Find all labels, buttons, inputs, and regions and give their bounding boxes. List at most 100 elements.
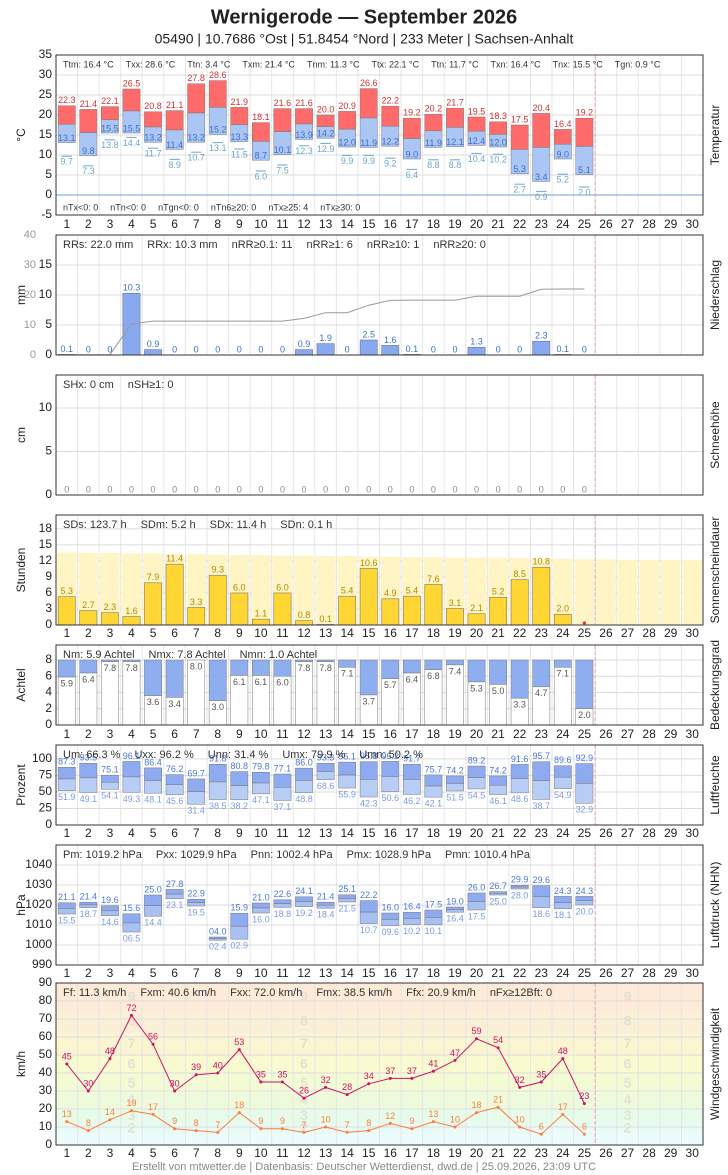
x-tick-label: 29 <box>664 727 678 741</box>
x-tick-label: 9 <box>236 217 243 231</box>
range-bar-lower <box>273 786 292 801</box>
x-tick-label: 3 <box>107 626 114 640</box>
data-label: 13.1 <box>209 143 227 153</box>
data-label: 9.9 <box>341 156 354 166</box>
x-tick-label: 25 <box>578 966 592 980</box>
range-bar-upper <box>144 894 162 906</box>
range-bar-upper <box>252 902 270 909</box>
clear-sky-bar <box>79 659 98 674</box>
range-bar-upper <box>575 117 594 147</box>
data-label: 12.4 <box>468 136 486 146</box>
range-bar-upper <box>187 83 206 114</box>
data-label: 77.1 <box>274 763 292 773</box>
range-bar-lower <box>381 919 400 927</box>
side-label: Sonnenscheindauer <box>708 517 722 624</box>
data-label: 16.4 <box>554 119 572 129</box>
annotation: nTx<0: 0 <box>63 202 98 212</box>
chart-title: Wernigerode — September 2026 <box>211 6 517 28</box>
y-tick-label: 25 <box>39 801 53 815</box>
x-tick-label: 14 <box>340 826 354 840</box>
data-label: 19.2 <box>403 108 421 118</box>
range-bar-lower <box>316 904 335 909</box>
range-bar-upper <box>489 121 507 135</box>
data-label: 0 <box>496 344 501 354</box>
beaufort-label: 5 <box>300 1075 308 1091</box>
data-label: 10.8 <box>532 557 550 567</box>
cumulative-line <box>66 288 585 356</box>
range-bar-lower <box>359 911 378 924</box>
data-label: 18.1 <box>252 112 270 122</box>
wind-point <box>367 1129 371 1133</box>
range-bar-upper <box>532 761 551 781</box>
data-label: 86.0 <box>295 758 313 768</box>
data-label: 0 <box>172 484 177 494</box>
wind-point <box>496 1105 500 1109</box>
range-bar-lower <box>446 783 464 792</box>
y-tick-label: 5 <box>45 167 52 181</box>
y2-tick-label: 30 <box>24 259 36 271</box>
data-label: 21.4 <box>80 99 98 109</box>
x-tick-label: 13 <box>319 1146 333 1160</box>
data-label: 0 <box>237 344 242 354</box>
bar <box>553 614 572 626</box>
data-label: 10.6 <box>360 558 378 568</box>
plot-frame <box>55 54 704 216</box>
x-tick-label: 8 <box>214 1146 221 1160</box>
y-tick-label: 10 <box>39 1119 53 1133</box>
plot-frame <box>55 374 704 496</box>
annotation: Txm: 21.4 °C <box>242 59 295 69</box>
data-label: 21.5 <box>338 903 356 913</box>
data-label: 1.6 <box>125 606 138 616</box>
data-label: 1.3 <box>470 337 483 347</box>
wind-point <box>216 1071 220 1075</box>
annotation: nSH≥1: 0 <box>128 379 174 391</box>
possible-sunshine-bar <box>445 557 465 625</box>
data-label: 3.3 <box>513 700 526 710</box>
wind-point <box>302 1130 306 1134</box>
annotation: Ffx: 20.9 km/h <box>406 987 476 999</box>
x-tick-label: 13 <box>319 966 333 980</box>
range-bar-lower <box>252 907 270 914</box>
y-tick-label: 0 <box>45 617 52 631</box>
x-tick-label: 13 <box>319 826 333 840</box>
x-tick-label: 1 <box>63 966 70 980</box>
data-label: 32 <box>321 1075 331 1085</box>
wind-point <box>518 1125 522 1129</box>
x-tick-label: 10 <box>254 626 268 640</box>
data-label: 13.8 <box>101 140 119 150</box>
data-label: 11.5 <box>231 149 248 159</box>
x-tick-label: 25 <box>578 727 592 741</box>
wind-point <box>194 1129 198 1133</box>
clear-sky-bar <box>208 659 227 701</box>
x-tick-label: 22 <box>513 727 527 741</box>
x-tick-label: 29 <box>664 217 678 231</box>
x-tick-label: 4 <box>128 826 135 840</box>
data-label: 0.1 <box>406 344 419 354</box>
x-tick-label: 7 <box>193 966 200 980</box>
data-label: 1.1 <box>255 609 268 619</box>
data-label: 9.7 <box>61 157 74 167</box>
bar <box>144 349 162 356</box>
x-tick-label: 15 <box>362 966 376 980</box>
data-label: 9.0 <box>557 149 570 159</box>
y-tick-label: -5 <box>41 207 52 221</box>
data-label: 0 <box>452 344 457 354</box>
data-label: 5.2 <box>557 175 570 185</box>
data-label: 17 <box>148 1102 158 1112</box>
y-tick-label: 20 <box>39 1101 53 1115</box>
annotation: nTx≥30: 0 <box>320 202 360 212</box>
y-tick-label: 10 <box>39 147 53 161</box>
x-tick-label: 8 <box>214 727 221 741</box>
x-tick-label: 22 <box>513 626 527 640</box>
range-bar-upper <box>295 896 313 902</box>
bar <box>532 567 551 626</box>
data-label: 0.9 <box>147 339 160 349</box>
y-tick-label: 20 <box>39 107 53 121</box>
range-bar-lower <box>467 901 486 911</box>
beaufort-label: 4 <box>128 1092 136 1108</box>
data-label: 5.9 <box>61 678 74 688</box>
annotation: nTn<0: 0 <box>110 202 146 212</box>
range-bar-upper <box>575 896 594 901</box>
data-label: 0 <box>496 484 501 494</box>
data-label: 91.8 <box>209 754 227 764</box>
